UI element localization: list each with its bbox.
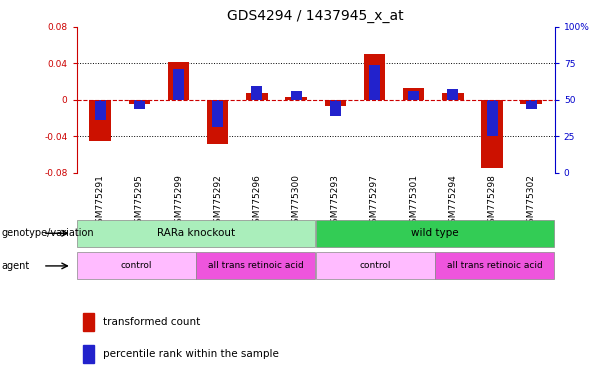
Bar xyxy=(316,252,435,280)
Text: percentile rank within the sample: percentile rank within the sample xyxy=(103,349,279,359)
Bar xyxy=(83,313,94,331)
Bar xyxy=(442,93,463,100)
Bar xyxy=(94,100,105,120)
Bar xyxy=(403,88,424,100)
Bar xyxy=(481,100,503,168)
Bar xyxy=(526,100,537,109)
Bar xyxy=(134,100,145,109)
Text: RARa knockout: RARa knockout xyxy=(157,228,235,238)
Bar xyxy=(487,100,498,136)
Text: all trans retinoic acid: all trans retinoic acid xyxy=(447,262,543,270)
Bar xyxy=(173,69,184,100)
Bar xyxy=(89,100,111,141)
Text: transformed count: transformed count xyxy=(103,317,200,327)
Text: agent: agent xyxy=(1,261,29,271)
Text: control: control xyxy=(360,262,391,270)
Bar xyxy=(316,220,554,247)
Bar xyxy=(285,97,307,100)
Bar xyxy=(520,100,542,104)
Bar xyxy=(408,91,419,100)
Bar xyxy=(364,54,385,100)
Bar xyxy=(246,93,268,100)
Bar xyxy=(330,100,341,116)
Bar xyxy=(369,65,380,100)
Title: GDS4294 / 1437945_x_at: GDS4294 / 1437945_x_at xyxy=(227,9,404,23)
Bar xyxy=(77,252,196,280)
Bar xyxy=(212,100,223,127)
Bar xyxy=(435,252,554,280)
Bar xyxy=(324,100,346,106)
Bar xyxy=(251,86,262,100)
Text: control: control xyxy=(121,262,152,270)
Bar xyxy=(83,345,94,363)
Bar xyxy=(196,252,315,280)
Bar xyxy=(447,89,459,100)
Text: wild type: wild type xyxy=(411,228,459,238)
Bar xyxy=(207,100,229,144)
Bar xyxy=(77,220,315,247)
Text: genotype/variation: genotype/variation xyxy=(1,228,94,238)
Bar xyxy=(129,100,150,104)
Text: all trans retinoic acid: all trans retinoic acid xyxy=(208,262,304,270)
Bar xyxy=(291,91,302,100)
Bar xyxy=(168,61,189,100)
